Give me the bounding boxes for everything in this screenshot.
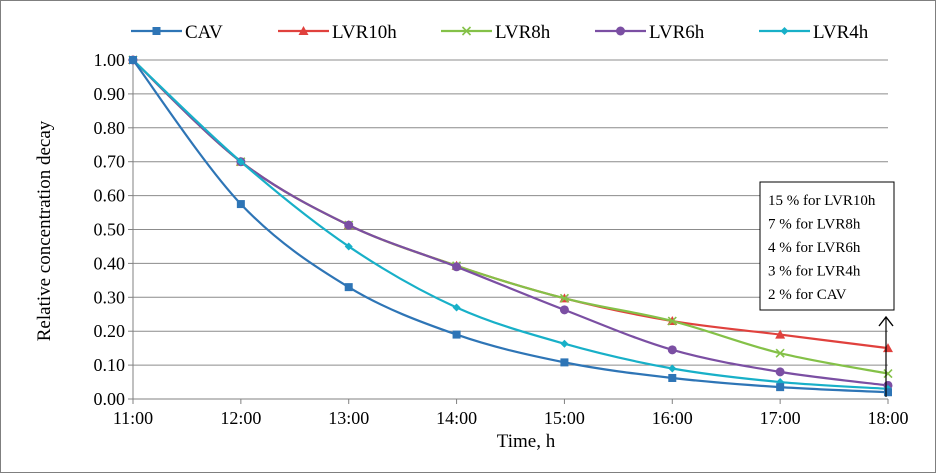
- data-point-cav: [560, 358, 569, 367]
- data-point-lvr6h: [775, 367, 785, 377]
- y-axis-title: Relative concentration decay: [34, 120, 55, 341]
- y-tick-label: 0.00: [94, 389, 126, 409]
- annotation: 15 % for LVR10h 7 % for LVR8h 4 % for LVR6…: [759, 181, 895, 397]
- legend: CAV LVR10h LVR8h LVR6h LVR4h: [131, 22, 869, 43]
- y-tick-label: 0.30: [94, 287, 126, 307]
- data-point-lvr10h: [775, 329, 786, 339]
- marker-stroke: [883, 369, 893, 379]
- data-point-cav: [344, 283, 353, 292]
- data-point-cav: [236, 200, 245, 209]
- x-tick-label: 15:00: [544, 408, 585, 428]
- gridlines: [133, 59, 888, 366]
- x-tick-label: 13:00: [328, 408, 369, 428]
- y-tick-label: 0.70: [94, 152, 126, 172]
- marker-stroke: [461, 26, 472, 36]
- series-cav: [129, 56, 892, 397]
- x-tick-label: 11:00: [113, 408, 153, 428]
- legend-label: LVR6h: [649, 22, 705, 43]
- data-point-cav: [884, 388, 892, 397]
- data-point-lvr8h: [775, 348, 785, 358]
- annotation-line: 3 % for LVR4h: [768, 264, 861, 280]
- legend-item-lvr6h: LVR6h: [595, 22, 705, 43]
- legend-label: CAV: [185, 22, 223, 43]
- data-point-cav: [776, 383, 785, 392]
- x-axis-title: Time, h: [497, 431, 556, 452]
- y-tick-label: 0.60: [94, 186, 126, 206]
- y-tick-label: 0.40: [94, 253, 126, 273]
- annotation-arrow-head: [878, 315, 894, 327]
- data-point-cav: [452, 330, 461, 339]
- data-point-lvr8h: [667, 316, 677, 326]
- y-tick-label: 1.00: [94, 50, 126, 70]
- legend-item-lvr4h: LVR4h: [759, 22, 869, 43]
- data-point-lvr4h: [452, 303, 461, 312]
- x-tick-label: 18:00: [867, 408, 908, 428]
- annotation-line: 2 % for CAV: [768, 287, 847, 303]
- legend-marker: [780, 27, 789, 35]
- data-point-lvr6h: [344, 220, 354, 230]
- x-tick-label: 16:00: [652, 408, 693, 428]
- marker-stroke: [775, 348, 785, 358]
- axes: 0.00 0.10 0.20 0.30 0.40 0.50 0.60 0.70 0.80 0.90…: [94, 50, 909, 428]
- marker-stroke: [559, 293, 569, 303]
- data-point-cav: [129, 56, 137, 64]
- data-point-cav: [668, 373, 677, 382]
- series-lines: [128, 55, 893, 397]
- y-tick-label: 0.10: [94, 355, 126, 375]
- annotation-line: 15 % for LVR10h: [768, 193, 876, 209]
- y-tick-label: 0.90: [94, 84, 126, 104]
- x-tick-label: 14:00: [436, 408, 477, 428]
- legend-label: LVR10h: [332, 22, 397, 43]
- data-point-lvr6h: [559, 305, 569, 315]
- x-tick-label: 12:00: [220, 408, 261, 428]
- data-point-lvr6h: [452, 262, 462, 272]
- legend-item-cav: CAV: [131, 22, 223, 43]
- data-point-lvr4h: [236, 157, 245, 166]
- y-tick-label: 0.50: [94, 220, 126, 240]
- annotation-box: [759, 181, 895, 311]
- legend-marker: [298, 26, 309, 35]
- marker-stroke: [667, 316, 677, 326]
- legend-item-lvr10h: LVR10h: [278, 22, 397, 43]
- data-point-lvr6h: [667, 345, 677, 355]
- x-tick-label: 17:00: [760, 408, 801, 428]
- legend-label: LVR8h: [495, 22, 551, 43]
- data-point-lvr4h: [668, 364, 677, 373]
- legend-label: LVR4h: [813, 22, 869, 43]
- data-point-lvr8h: [559, 293, 569, 303]
- y-tick-label: 0.20: [94, 321, 126, 341]
- data-point-lvr4h: [560, 339, 569, 348]
- legend-marker: [461, 26, 472, 36]
- legend-marker: [152, 27, 161, 35]
- legend-marker: [616, 26, 625, 36]
- legend-item-lvr8h: LVR8h: [441, 22, 551, 43]
- data-point-lvr8h: [883, 369, 893, 379]
- annotation-line: 7 % for LVR8h: [768, 217, 861, 233]
- annotation-line: 4 % for LVR6h: [768, 240, 861, 256]
- y-tick-label: 0.80: [94, 118, 126, 138]
- data-point-lvr4h: [344, 242, 353, 251]
